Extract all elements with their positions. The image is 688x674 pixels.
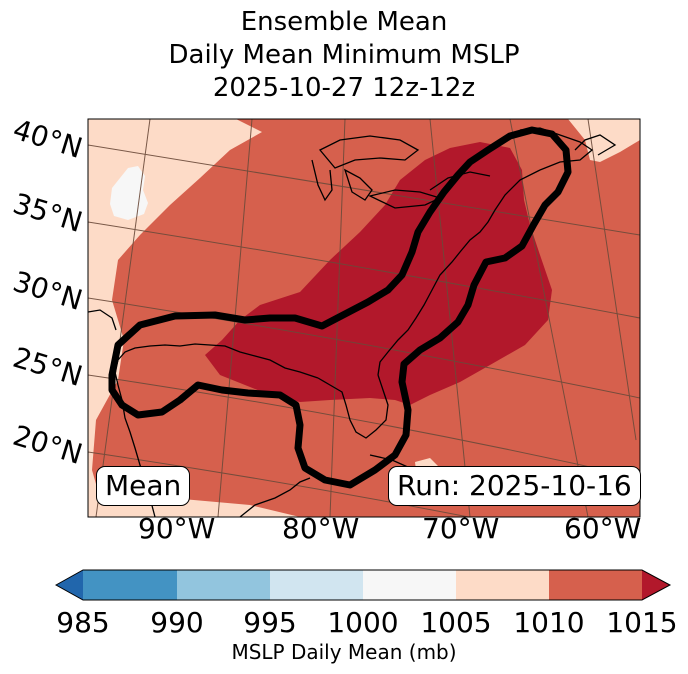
title-line-2: Daily Mean Minimum MSLP — [168, 40, 520, 70]
colorbar-outline — [54, 569, 672, 601]
lon-label-80: 80°W — [282, 512, 360, 545]
lon-label-60: 60°W — [564, 512, 642, 545]
colorbar-tick-1005: 1005 — [420, 606, 492, 639]
colorbar-995-1000 — [270, 570, 363, 600]
colorbar-extend-low — [56, 570, 83, 600]
title-line-3: 2025-10-27 12z-12z — [212, 73, 476, 103]
run-label-box: Run: 2025-10-16 — [388, 466, 641, 506]
colorbar-tick-1010: 1010 — [513, 606, 585, 639]
colorbar-tick-985: 985 — [56, 606, 110, 639]
colorbar-985-990 — [83, 570, 177, 600]
colorbar-tick-995: 995 — [243, 606, 297, 639]
colorbar-990-995 — [177, 570, 270, 600]
colorbar-label: MSLP Daily Mean (mb) — [231, 640, 457, 664]
field-1005-1010-east — [568, 119, 640, 162]
map-frame — [87, 118, 641, 518]
graticule — [88, 119, 640, 517]
colorbar-1005-1010 — [456, 570, 549, 600]
mean-contour — [108, 126, 572, 489]
mean-label-box: Mean — [96, 466, 191, 506]
colorbar-extend-high — [642, 570, 670, 600]
colorbar-tick-1015: 1015 — [606, 606, 678, 639]
field-over-1015 — [205, 142, 552, 405]
colorbar-1000-1005 — [363, 570, 456, 600]
lon-label-70: 70°W — [422, 512, 500, 545]
colorbar-1010-1015 — [549, 570, 642, 600]
chart-title: Ensemble Mean Daily Mean Minimum MSLP 20… — [0, 6, 688, 105]
title-line-1: Ensemble Mean — [240, 7, 448, 37]
colorbar-tick-990: 990 — [150, 606, 204, 639]
colorbar-tick-1000: 1000 — [327, 606, 399, 639]
lon-label-90: 90°W — [138, 512, 216, 545]
